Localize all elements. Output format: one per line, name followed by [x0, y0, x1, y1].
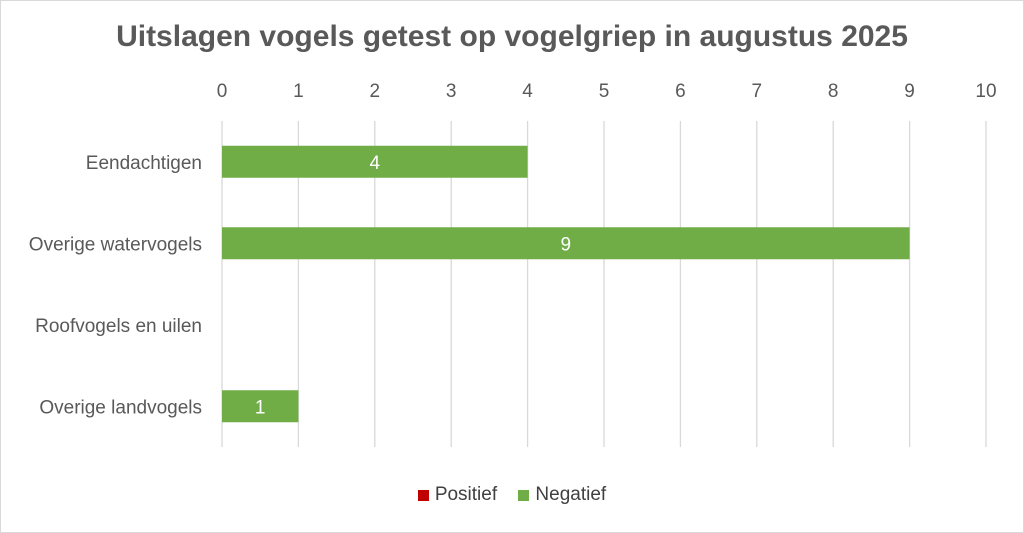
legend-label-positief: Positief	[434, 484, 498, 505]
x-tick-label: 4	[522, 81, 533, 102]
x-tick-label: 0	[217, 81, 228, 102]
legend-item-negatief: Negatief	[518, 484, 606, 506]
legend-swatch-negatief	[518, 489, 530, 501]
x-tick-label: 6	[675, 81, 686, 102]
category-label: Roofvogels en uilen	[35, 316, 202, 337]
legend-item-positief: Positief	[417, 484, 498, 506]
x-tick-label: 7	[752, 81, 763, 102]
category-label: Eendachtigen	[86, 153, 202, 174]
x-tick-label: 8	[828, 81, 839, 102]
x-tick-label: 3	[446, 81, 457, 102]
data-label: 4	[370, 153, 381, 174]
x-tick-label: 2	[370, 81, 381, 102]
x-tick-label: 9	[904, 81, 915, 102]
chart-title: Uitslagen vogels getest op vogelgriep in…	[116, 20, 908, 53]
bar-negatief	[222, 390, 299, 423]
legend: Positief Negatief	[0, 484, 1024, 507]
category-label: Overige watervogels	[29, 234, 202, 255]
x-tick-label: 1	[293, 81, 304, 102]
legend-swatch-positief	[417, 489, 429, 501]
bar-negatief	[222, 145, 528, 178]
x-tick-label: 5	[599, 81, 610, 102]
data-label: 1	[255, 397, 266, 418]
data-label: 9	[561, 234, 572, 255]
x-tick-label: 10	[975, 81, 996, 102]
category-label: Overige landvogels	[39, 397, 202, 418]
legend-label-negatief: Negatief	[535, 484, 607, 505]
bar-negatief	[222, 227, 910, 260]
